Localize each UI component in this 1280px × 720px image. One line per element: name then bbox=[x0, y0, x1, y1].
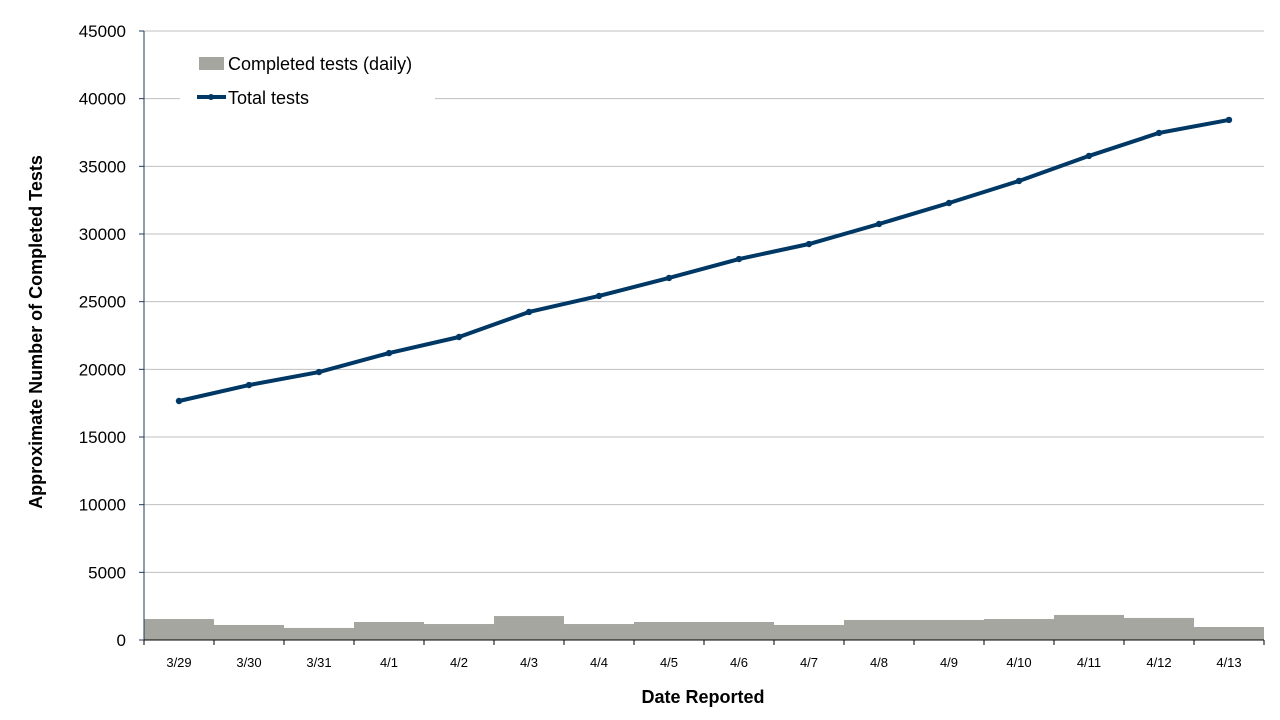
bar bbox=[984, 619, 1054, 640]
x-tick-label: 4/13 bbox=[1216, 655, 1241, 670]
bar bbox=[844, 619, 914, 640]
data-point-marker bbox=[805, 240, 813, 248]
data-point-marker bbox=[1225, 116, 1233, 124]
gridlines bbox=[144, 30, 1264, 573]
x-tick-label: 4/10 bbox=[1006, 655, 1031, 670]
y-tick-label: 40000 bbox=[79, 90, 126, 109]
y-tick-label: 45000 bbox=[79, 22, 126, 41]
data-point-marker bbox=[1015, 177, 1023, 185]
bar bbox=[1194, 627, 1264, 640]
y-axis-ticks: 0 5000 10000 15000 20000 25000 30000 35000 40000… bbox=[79, 22, 144, 650]
y-tick-label: 35000 bbox=[79, 157, 126, 176]
bar bbox=[774, 624, 844, 640]
x-tick-label: 3/29 bbox=[166, 655, 191, 670]
data-point-marker bbox=[665, 274, 673, 282]
legend-bar-label: Completed tests (daily) bbox=[228, 54, 412, 74]
data-point-marker bbox=[735, 255, 743, 263]
y-tick-label: 5000 bbox=[88, 563, 126, 582]
data-point-marker bbox=[595, 292, 603, 300]
bar bbox=[1054, 614, 1124, 640]
data-point-marker bbox=[875, 220, 883, 228]
bar-series-completed-daily bbox=[144, 614, 1264, 640]
x-tick-label: 4/3 bbox=[520, 655, 538, 670]
data-point-marker bbox=[175, 397, 183, 405]
x-tick-label: 4/1 bbox=[380, 655, 398, 670]
bar bbox=[1124, 617, 1194, 640]
y-tick-label: 10000 bbox=[79, 496, 126, 515]
bar bbox=[354, 622, 424, 640]
y-tick-label: 0 bbox=[117, 631, 126, 650]
data-point-marker bbox=[945, 199, 953, 207]
total-tests-line bbox=[178, 117, 1230, 403]
x-tick-label: 4/9 bbox=[940, 655, 958, 670]
x-tick-label: 3/30 bbox=[236, 655, 261, 670]
bar bbox=[424, 624, 494, 640]
bar bbox=[564, 624, 634, 640]
data-point-marker bbox=[525, 308, 533, 316]
data-point-marker bbox=[315, 368, 323, 376]
bar bbox=[494, 616, 564, 640]
x-tick-label: 3/31 bbox=[306, 655, 331, 670]
legend-line-marker bbox=[208, 94, 214, 100]
bar bbox=[214, 624, 284, 640]
bar bbox=[704, 622, 774, 640]
y-tick-label: 30000 bbox=[79, 225, 126, 244]
y-tick-label: 25000 bbox=[79, 293, 126, 312]
legend: Completed tests (daily) Total tests bbox=[180, 50, 435, 108]
bar bbox=[914, 619, 984, 640]
x-tick-label: 4/7 bbox=[800, 655, 818, 670]
x-tick-label: 4/4 bbox=[590, 655, 608, 670]
x-tick-label: 4/6 bbox=[730, 655, 748, 670]
y-axis-title: Approximate Number of Completed Tests bbox=[26, 155, 46, 509]
bar bbox=[284, 627, 354, 640]
data-point-marker bbox=[1085, 152, 1093, 160]
bar bbox=[634, 622, 704, 640]
data-point-marker bbox=[1155, 129, 1163, 137]
axes bbox=[143, 31, 1264, 641]
data-point-marker bbox=[455, 333, 463, 341]
x-axis-title: Date Reported bbox=[641, 687, 764, 707]
legend-bar-swatch bbox=[199, 57, 224, 70]
x-tick-label: 4/11 bbox=[1077, 655, 1101, 670]
bar bbox=[144, 619, 214, 640]
x-tick-label: 4/12 bbox=[1146, 655, 1171, 670]
data-point-marker bbox=[385, 349, 393, 357]
x-axis-ticks: 3/29 3/30 3/31 4/1 4/2 4/3 4/4 4/5 4/6 4/7 4/8 4/9 4… bbox=[143, 640, 1265, 670]
x-tick-label: 4/2 bbox=[450, 655, 468, 670]
line-series-total-tests bbox=[175, 116, 1233, 405]
y-tick-label: 20000 bbox=[79, 360, 126, 379]
y-tick-label: 15000 bbox=[79, 428, 126, 447]
legend-line-label: Total tests bbox=[228, 88, 309, 108]
x-tick-label: 4/5 bbox=[660, 655, 678, 670]
data-point-marker bbox=[245, 381, 253, 389]
x-tick-label: 4/8 bbox=[870, 655, 888, 670]
